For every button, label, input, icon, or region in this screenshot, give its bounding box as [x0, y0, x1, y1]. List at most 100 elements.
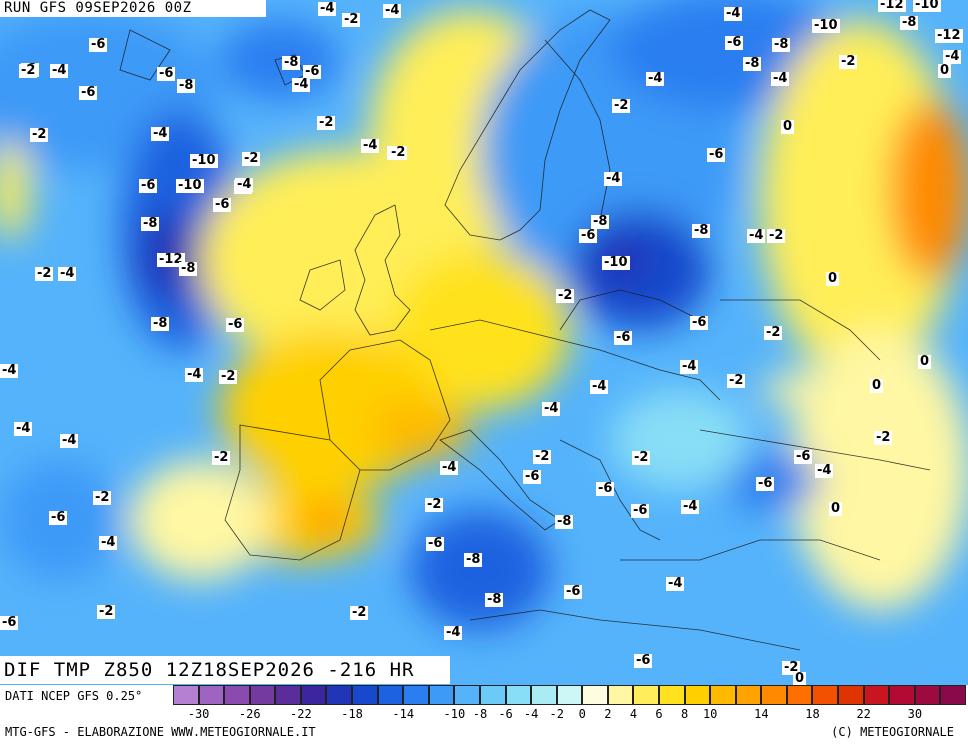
contour-label: -10 [176, 178, 204, 193]
color-scale-bar [173, 685, 966, 705]
contour-label: -6 [139, 178, 158, 193]
contour-label: -8 [282, 55, 301, 70]
contour-label: -4 [771, 71, 790, 86]
scale-swatch [249, 685, 276, 705]
contour-label: -2 [35, 266, 54, 281]
contour-label: 0 [870, 378, 884, 393]
contour-label: -8 [179, 261, 198, 276]
contour-label: 0 [826, 271, 840, 286]
contour-label: -6 [89, 37, 108, 52]
contour-label: -2 [612, 98, 631, 113]
scale-swatch [326, 685, 353, 705]
contour-label: -8 [900, 15, 919, 30]
contour-label: -6 [690, 315, 709, 330]
contour-label: -2 [425, 497, 444, 512]
scale-tick-label: -8 [472, 707, 488, 721]
contour-label: -6 [707, 147, 726, 162]
contour-label: -8 [177, 78, 196, 93]
contour-label: 0 [918, 354, 932, 369]
scale-tick-label: -22 [290, 707, 312, 721]
scale-swatch [786, 685, 813, 705]
scale-swatch [761, 685, 787, 705]
contour-label: -8 [464, 552, 483, 567]
scale-swatch [224, 685, 250, 705]
contour-label: -6 [614, 330, 633, 345]
scale-swatch [735, 685, 762, 705]
scale-swatch [377, 685, 404, 705]
contour-label: -6 [634, 653, 653, 668]
contour-label: -6 [631, 503, 650, 518]
scale-swatch [505, 685, 532, 705]
scale-tick-label: 30 [907, 707, 923, 721]
scale-swatch [403, 685, 429, 705]
contour-label: -4 [444, 625, 463, 640]
contour-label: -4 [604, 171, 623, 186]
contour-label: -6 [426, 536, 445, 551]
contour-label: -4 [151, 126, 170, 141]
contour-label: -2 [782, 660, 801, 675]
contour-label: -12 [878, 0, 906, 12]
contour-label: -8 [555, 514, 574, 529]
contour-label: -8 [485, 592, 504, 607]
contour-label: -8 [141, 216, 160, 231]
scale-tick-label: 2 [604, 707, 612, 721]
scale-swatch [556, 685, 583, 705]
contour-label: -6 [579, 228, 598, 243]
scale-swatch [300, 685, 327, 705]
run-title: RUN GFS 09SEP2026 00Z [0, 0, 266, 17]
contour-label: -4 [318, 1, 337, 16]
scale-swatch [914, 685, 941, 705]
contour-label: -4 [361, 138, 380, 153]
scale-tick-label: 18 [805, 707, 820, 721]
contour-label: -2 [632, 450, 651, 465]
scale-swatch [710, 685, 736, 705]
contour-label: -12 [935, 28, 963, 43]
scale-swatch [582, 685, 608, 705]
contour-label: -2 [97, 604, 116, 619]
contour-label: -8 [591, 214, 610, 229]
scale-tick-label: 0 [578, 707, 586, 721]
data-source-label: DATI NCEP GFS 0.25° [5, 689, 143, 703]
scale-swatch [198, 685, 225, 705]
contour-label: -10 [812, 18, 840, 33]
contour-label: -4 [681, 499, 700, 514]
contour-label: -2 [874, 430, 893, 445]
contour-label: -6 [756, 476, 775, 491]
contour-label: -6 [725, 35, 744, 50]
contour-label: -6 [226, 317, 245, 332]
scale-tick-label: 6 [655, 707, 663, 721]
field-title: DIF TMP Z850 12Z18SEP2026 -216 HR [0, 656, 450, 684]
scale-swatch [607, 685, 634, 705]
scale-swatch [479, 685, 506, 705]
scale-tick-label: 10 [702, 707, 718, 721]
scale-swatch [812, 685, 839, 705]
contour-label: -4 [724, 6, 743, 21]
contour-label: -2 [93, 490, 112, 505]
contour-label: -8 [772, 37, 791, 52]
contour-label: -2 [19, 63, 38, 78]
scale-tick-label: -26 [238, 707, 261, 721]
contour-label: -10 [602, 255, 630, 270]
contour-label: -4 [680, 359, 699, 374]
contour-label: -6 [79, 85, 98, 100]
contour-label: -6 [49, 510, 68, 525]
contour-label: -6 [523, 469, 542, 484]
scale-tick-label: 4 [629, 707, 638, 721]
contour-label: -2 [342, 12, 361, 27]
scale-swatch [863, 685, 890, 705]
contour-label: -2 [389, 145, 408, 160]
scale-swatch [658, 685, 685, 705]
contour-label: 0 [793, 671, 807, 685]
scale-swatch [940, 685, 966, 705]
contour-label: -4 [815, 463, 834, 478]
temperature-anomaly-map: RUN GFS 09SEP2026 00Z DIF TMP Z850 12Z18… [0, 0, 968, 685]
contour-label: -4 [646, 71, 665, 86]
color-scale-ticks: -30 -26 -22 -18 -14 -10 -8 -6 -4 -2 0 2 4 6 8 10 14 18 22 3… [173, 707, 966, 721]
scale-swatch [889, 685, 915, 705]
contour-label: -6 [794, 449, 813, 464]
contour-label: -4 [60, 433, 79, 448]
scale-tick-label: 8 [680, 707, 689, 721]
contour-label: -2 [242, 151, 261, 166]
contour-label: -4 [0, 363, 19, 378]
contour-label: -4 [590, 379, 609, 394]
